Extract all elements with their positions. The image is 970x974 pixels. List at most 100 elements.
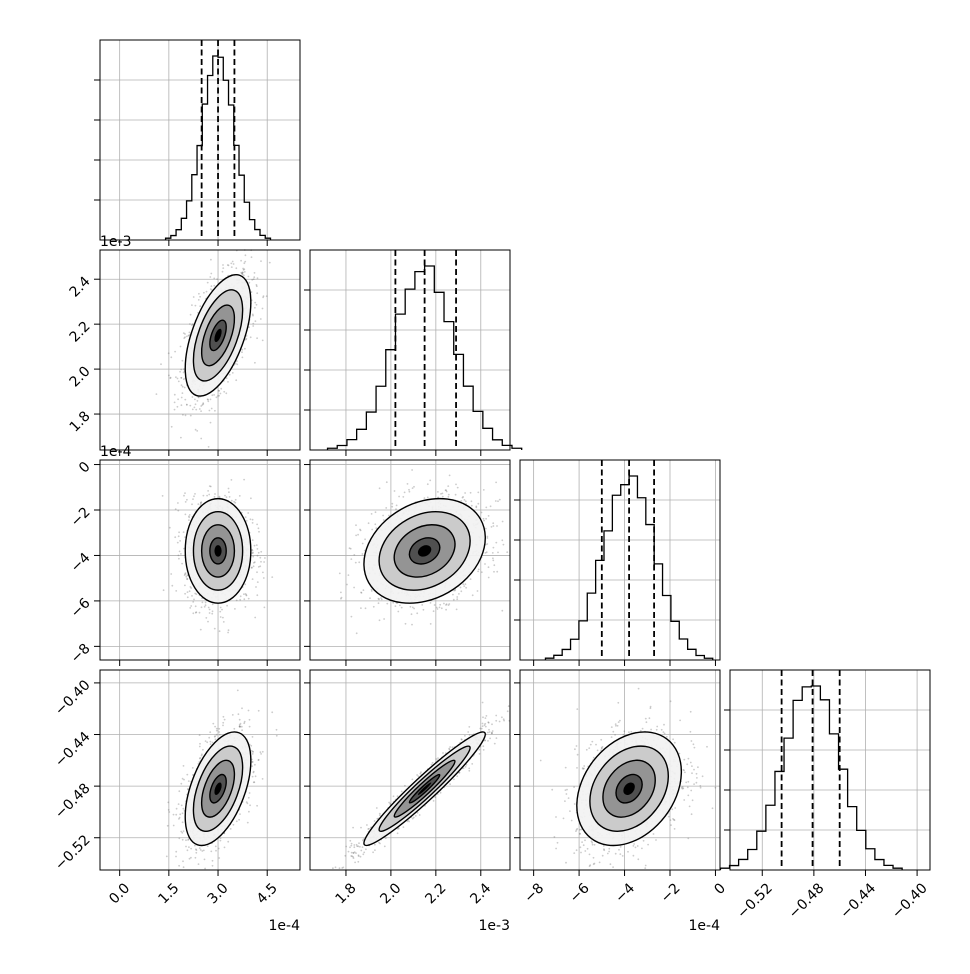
scatter-point	[192, 767, 194, 769]
scatter-point	[477, 571, 479, 573]
scatter-point	[355, 524, 357, 526]
scatter-point	[253, 562, 255, 564]
scatter-point	[222, 267, 224, 269]
scatter-point	[340, 592, 342, 594]
scatter-point	[220, 393, 222, 395]
scatter-point	[194, 593, 196, 595]
scatter-point	[220, 607, 222, 609]
scatter-point	[503, 544, 505, 546]
scatter-point	[472, 594, 474, 596]
scatter-point	[256, 594, 258, 596]
scatter-point	[210, 273, 212, 275]
scatter-point	[264, 607, 266, 609]
scatter-point	[249, 726, 251, 728]
scatter-point	[447, 485, 449, 487]
scatter-point	[407, 483, 409, 485]
scatter-point	[464, 499, 466, 501]
scatter-point	[408, 489, 410, 491]
scatter-point	[214, 628, 216, 630]
scatter-point	[199, 305, 201, 307]
scatter-point	[213, 394, 215, 396]
scatter-point	[411, 624, 413, 626]
scatter-point	[174, 351, 176, 353]
scatter-panel-2-1	[310, 460, 510, 660]
scatter-point	[182, 386, 184, 388]
scatter-point	[497, 500, 499, 502]
scatter-point	[183, 765, 185, 767]
scatter-point	[194, 493, 196, 495]
scatter-point	[168, 375, 170, 377]
scatter-point	[184, 593, 186, 595]
scatter-point	[499, 499, 501, 501]
scatter-point	[460, 590, 462, 592]
scatter-point	[190, 586, 192, 588]
scatter-point	[227, 632, 229, 634]
scatter-point	[211, 394, 213, 396]
scatter-point	[178, 803, 180, 805]
scatter-point	[192, 601, 194, 603]
scatter-point	[173, 825, 175, 827]
scatter-point	[254, 362, 256, 364]
scatter-point	[252, 522, 254, 524]
scatter-point	[245, 606, 247, 608]
scatter-point	[463, 585, 465, 587]
scatter-point	[448, 604, 450, 606]
scatter-point	[362, 553, 364, 555]
scatter-point	[241, 351, 243, 353]
scatter-point	[349, 547, 351, 549]
scatter-panel-3-0	[100, 670, 300, 870]
scatter-point	[232, 372, 234, 374]
scatter-point	[183, 531, 185, 533]
scatter-point	[253, 276, 255, 278]
scatter-point	[205, 602, 207, 604]
scatter-point	[181, 805, 183, 807]
scatter-point	[409, 491, 411, 493]
scatter-point	[182, 414, 184, 416]
scatter-point	[411, 613, 413, 615]
scatter-point	[218, 731, 220, 733]
scatter-point	[434, 604, 436, 606]
scatter-point	[191, 304, 193, 306]
scatter-point	[192, 612, 194, 614]
scatter-point	[179, 551, 181, 553]
scatter-point	[190, 605, 192, 607]
scatter-point	[171, 585, 173, 587]
scatter-point	[170, 573, 172, 575]
scatter-point	[210, 422, 212, 424]
scatter-point	[449, 475, 451, 477]
scatter-point	[199, 734, 201, 736]
scatter-point	[195, 852, 197, 854]
scatter-point	[190, 848, 192, 850]
scatter-point	[240, 723, 242, 725]
scatter-point	[192, 498, 194, 500]
scatter-point	[478, 569, 480, 571]
scatter-point	[201, 755, 203, 757]
scatter-point	[245, 339, 247, 341]
scatter-point	[456, 596, 458, 598]
scatter-point	[200, 410, 202, 412]
scatter-point	[202, 402, 204, 404]
scatter-point	[276, 729, 278, 731]
scatter-point	[254, 302, 256, 304]
scatter-point	[183, 372, 185, 374]
scatter-point	[230, 828, 232, 830]
scatter-point	[495, 500, 497, 502]
scatter-point	[207, 621, 209, 623]
scatter-point	[475, 506, 477, 508]
scatter-point	[187, 596, 189, 598]
scatter-point	[239, 495, 241, 497]
scatter-point	[391, 506, 393, 508]
scatter-point	[257, 548, 259, 550]
scatter-point	[213, 285, 215, 287]
scatter-point	[240, 260, 242, 262]
scatter-point	[266, 295, 268, 297]
scatter-point	[248, 276, 250, 278]
hist-frame-0	[100, 40, 300, 240]
scatter-point	[187, 591, 189, 593]
scatter-point	[195, 305, 197, 307]
scatter-point	[182, 812, 184, 814]
scatter-point	[378, 598, 380, 600]
scatter-point	[228, 491, 230, 493]
scatter-point	[235, 499, 237, 501]
scatter-point	[456, 598, 458, 600]
